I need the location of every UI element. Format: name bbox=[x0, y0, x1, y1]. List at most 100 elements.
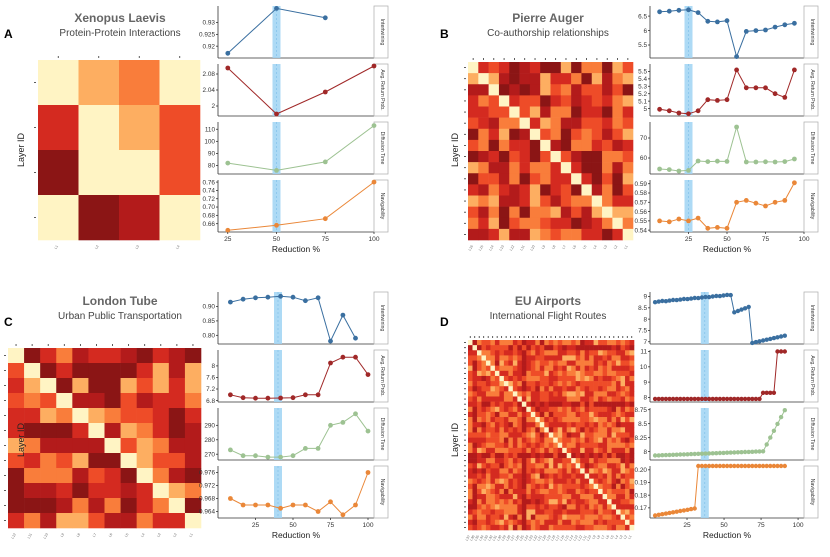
heatmap-cell bbox=[607, 504, 612, 510]
metric-strip-label: Navigability bbox=[379, 479, 385, 506]
heatmap-cell bbox=[503, 524, 509, 531]
data-point bbox=[666, 219, 672, 225]
heatmap-tick-label: L16 bbox=[468, 244, 474, 251]
heatmap-cell bbox=[521, 355, 527, 361]
data-point bbox=[724, 97, 730, 103]
metric-strip-label: Navigability bbox=[379, 193, 385, 220]
heatmap-cell bbox=[530, 483, 536, 490]
heatmap-tick-label: L23 bbox=[528, 534, 534, 541]
heatmap-cell bbox=[519, 228, 531, 241]
y-tick-label: 0.92 bbox=[203, 43, 216, 50]
heatmap-cell bbox=[598, 417, 603, 423]
data-point bbox=[728, 463, 733, 469]
heatmap-cell bbox=[602, 468, 608, 474]
heatmap-cell bbox=[584, 401, 590, 408]
heatmap-cell bbox=[629, 478, 635, 485]
heatmap-cell bbox=[548, 375, 554, 382]
heatmap-cell bbox=[494, 360, 500, 366]
heatmap-cell bbox=[485, 519, 491, 526]
heatmap-cell bbox=[557, 432, 563, 438]
heatmap-cell bbox=[499, 442, 505, 449]
heatmap-cell bbox=[571, 468, 576, 474]
heatmap-cell bbox=[499, 488, 505, 495]
heatmap-cell bbox=[478, 117, 489, 130]
data-point bbox=[763, 159, 768, 165]
heatmap-cell bbox=[540, 73, 551, 85]
heatmap-cell bbox=[591, 106, 603, 118]
heatmap-cell bbox=[584, 478, 590, 485]
heatmap-cell bbox=[562, 417, 568, 423]
heatmap-cell bbox=[521, 458, 527, 464]
heatmap-cell bbox=[629, 509, 635, 515]
heatmap-cell bbox=[509, 117, 520, 130]
heatmap-cell bbox=[553, 452, 559, 459]
data-point bbox=[657, 106, 662, 112]
heatmap-cell bbox=[481, 406, 487, 413]
heatmap-cell bbox=[580, 463, 585, 469]
heatmap-cell bbox=[544, 401, 550, 408]
x-axis-label: Reduction % bbox=[703, 530, 752, 540]
heatmap-cell bbox=[530, 381, 536, 387]
heatmap-cell bbox=[625, 473, 630, 479]
heatmap-cell bbox=[494, 370, 500, 377]
heatmap-cell bbox=[611, 524, 617, 531]
heatmap-cell bbox=[548, 524, 554, 531]
heatmap-cell bbox=[575, 365, 581, 372]
y-tick-label: 5.1 bbox=[638, 98, 647, 105]
data-point bbox=[652, 300, 658, 305]
heatmap-cell bbox=[589, 494, 594, 500]
heatmap-tick-label: L2 bbox=[172, 532, 177, 537]
heatmap-cell bbox=[562, 350, 568, 356]
heatmap-cell bbox=[521, 442, 527, 449]
heatmap-cell bbox=[494, 452, 500, 459]
data-point bbox=[717, 396, 723, 402]
heatmap-cell bbox=[88, 408, 105, 424]
heatmap-cell bbox=[553, 427, 559, 433]
heatmap-cell bbox=[593, 442, 599, 449]
data-point bbox=[328, 499, 333, 505]
data-point bbox=[695, 10, 701, 16]
heatmap-cell bbox=[485, 370, 491, 377]
data-point bbox=[656, 299, 661, 304]
heatmap-cell bbox=[508, 442, 514, 449]
data-point bbox=[674, 396, 679, 402]
heatmap-cell bbox=[625, 494, 630, 500]
heatmap-cell bbox=[485, 473, 491, 479]
data-point bbox=[782, 95, 788, 100]
heatmap-cell bbox=[602, 117, 613, 130]
heatmap-cell bbox=[478, 217, 489, 230]
heatmap-cell bbox=[557, 514, 563, 521]
heatmap-cell bbox=[88, 438, 105, 454]
heatmap-cell bbox=[488, 162, 500, 174]
heatmap-cell bbox=[584, 422, 590, 428]
heatmap-cell bbox=[539, 473, 545, 479]
heatmap-cell bbox=[607, 473, 612, 479]
heatmap-cell bbox=[566, 422, 572, 428]
heatmap-cell bbox=[616, 345, 621, 351]
data-point bbox=[721, 463, 726, 469]
heatmap-cell bbox=[499, 340, 505, 346]
heatmap-cell bbox=[168, 513, 186, 529]
data-point bbox=[743, 85, 749, 91]
heatmap-cell bbox=[539, 494, 545, 500]
heatmap-cell bbox=[557, 396, 563, 402]
heatmap-cell bbox=[611, 340, 617, 346]
data-point bbox=[739, 307, 744, 312]
heatmap-cell bbox=[622, 195, 634, 207]
data-point bbox=[750, 463, 755, 469]
heatmap-cell bbox=[512, 442, 518, 449]
heatmap-cell bbox=[571, 340, 576, 346]
heatmap-cell bbox=[589, 504, 594, 510]
heatmap-cell bbox=[488, 173, 500, 185]
heatmap-cell bbox=[620, 488, 626, 495]
heatmap-cell bbox=[485, 447, 491, 454]
heatmap-cell bbox=[593, 524, 599, 531]
heatmap-cell bbox=[472, 473, 478, 479]
heatmap-cell bbox=[508, 411, 514, 418]
heatmap-cell bbox=[598, 442, 603, 449]
heatmap-cell bbox=[498, 217, 510, 230]
data-point bbox=[688, 396, 694, 402]
heatmap-cell bbox=[591, 117, 603, 130]
heatmap-cell bbox=[503, 514, 509, 521]
heatmap-cell bbox=[612, 228, 623, 241]
